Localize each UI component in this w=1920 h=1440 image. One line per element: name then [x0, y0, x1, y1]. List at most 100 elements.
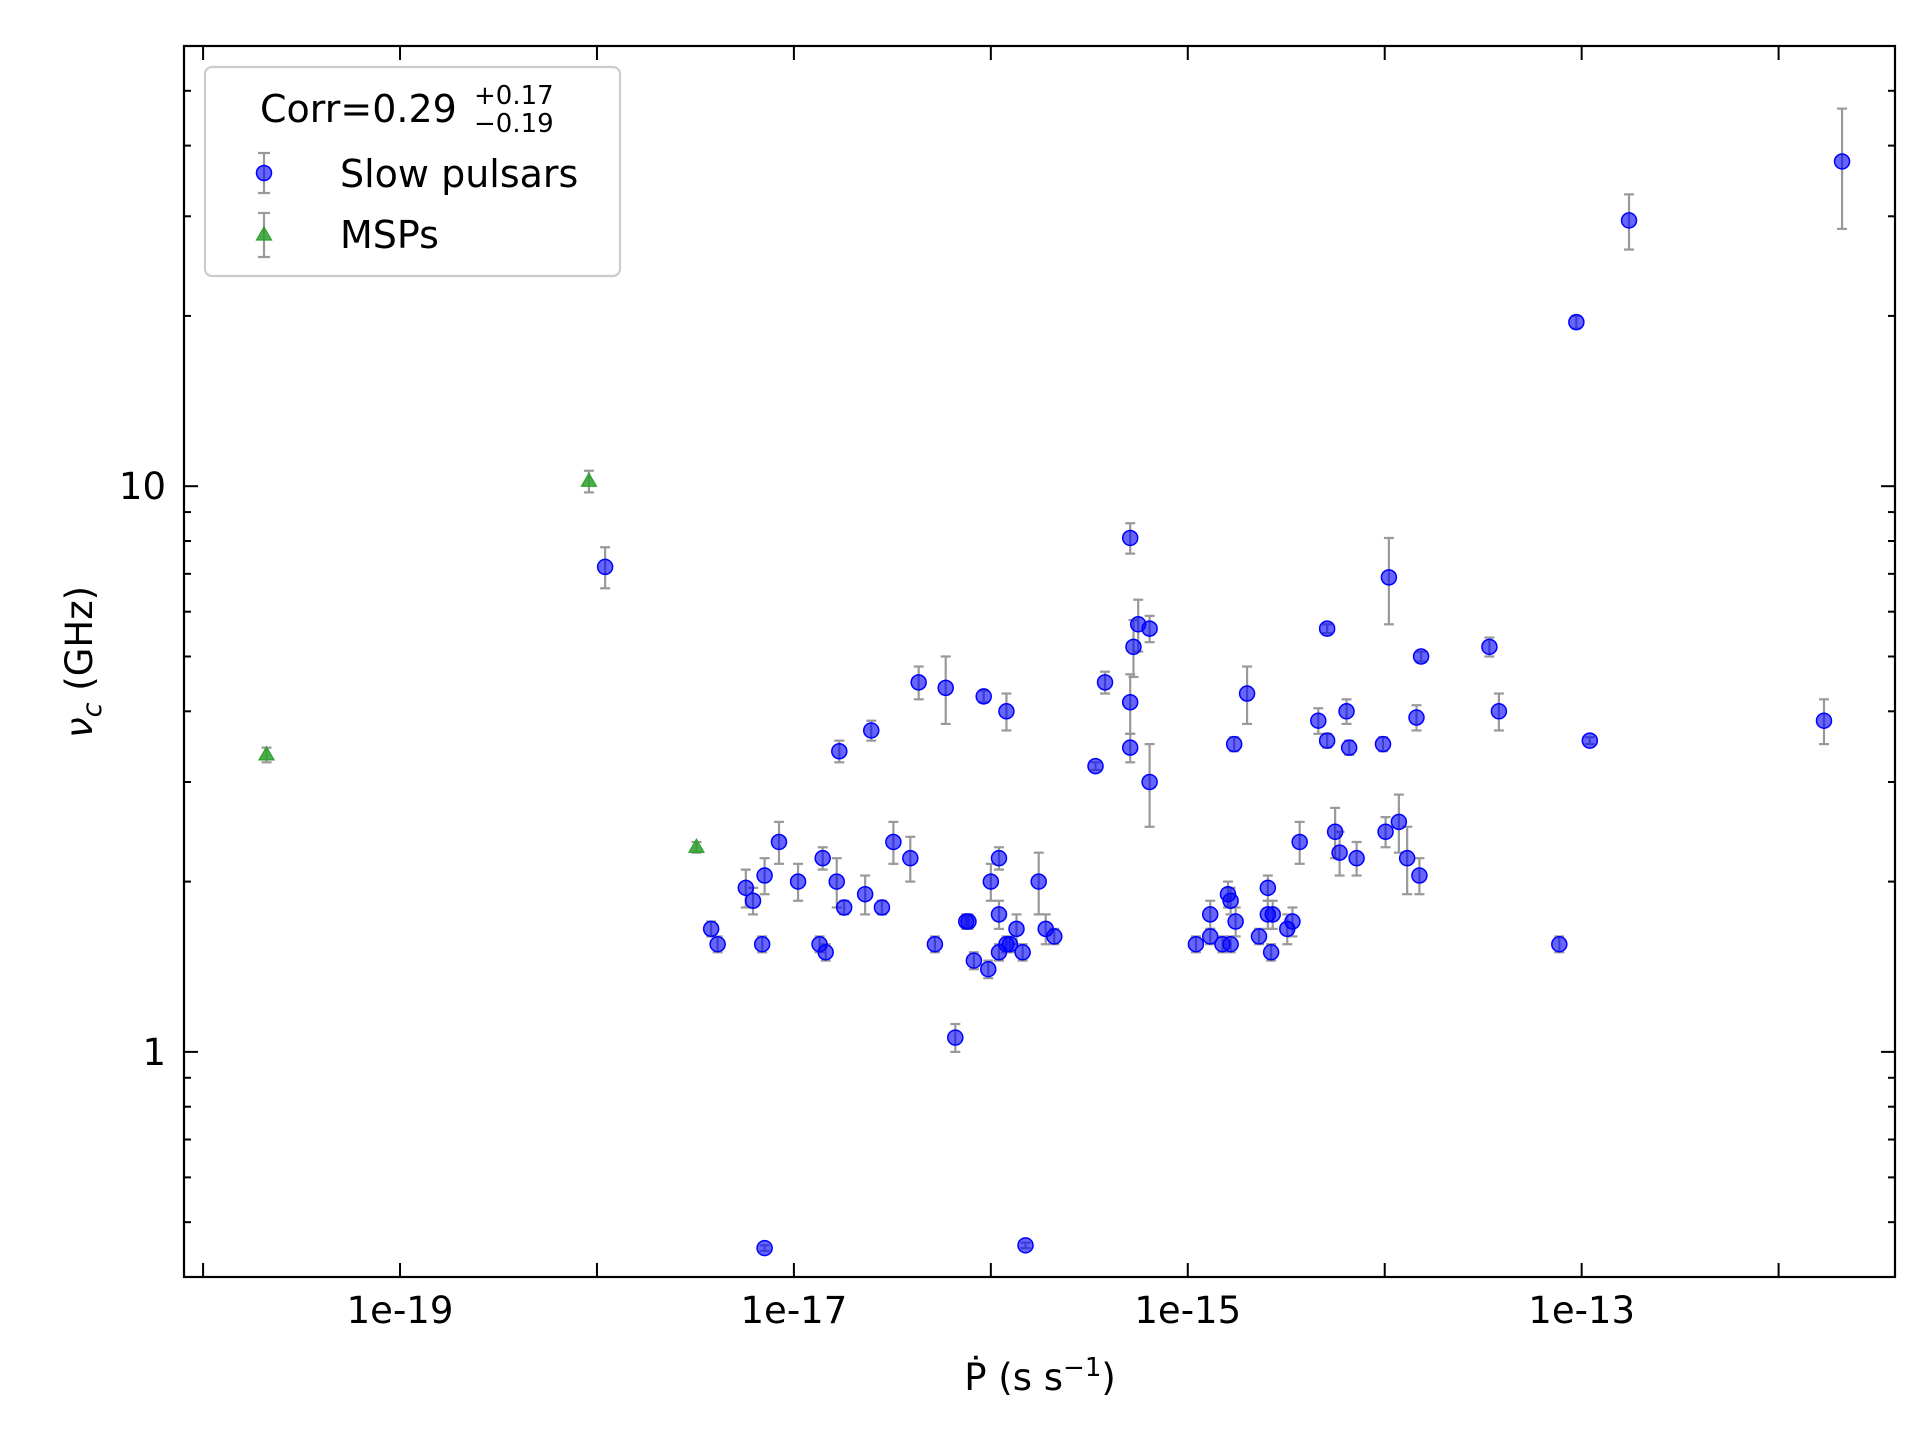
legend-marker-circle — [255, 164, 273, 182]
data-point-slow-pulsar — [1141, 620, 1158, 637]
data-point-slow-pulsar — [965, 952, 983, 969]
data-point-slow-pulsar — [1411, 867, 1428, 884]
data-point-slow-pulsar — [1214, 935, 1231, 953]
data-point-slow-pulsar — [737, 879, 755, 897]
legend: Corr=0.29 +0.17 −0.19 Slow pulsars MSPs — [203, 65, 622, 278]
data-point-slow-pulsar — [1490, 703, 1508, 720]
data-point-slow-pulsar — [1318, 620, 1336, 637]
data-point-slow-pulsar — [1096, 674, 1114, 691]
data-point-slow-pulsar — [753, 935, 771, 953]
data-point-slow-pulsar — [1262, 944, 1280, 961]
data-point-slow-pulsar — [835, 899, 853, 916]
data-point-slow-pulsar — [1238, 685, 1256, 702]
data-point-slow-pulsar — [1310, 712, 1327, 729]
data-point-slow-pulsar — [828, 873, 845, 890]
data-point-slow-pulsar — [873, 899, 891, 916]
data-point-slow-pulsar — [1030, 873, 1047, 890]
data-point-slow-pulsar — [998, 703, 1015, 720]
data-point-slow-pulsar — [1125, 638, 1142, 656]
data-point-slow-pulsar — [910, 674, 927, 691]
x-tick-label: 1e-17 — [741, 1289, 848, 1332]
data-point-slow-pulsar — [856, 885, 874, 903]
data-point-slow-pulsar — [1374, 735, 1392, 753]
data-point-slow-pulsar — [1326, 823, 1344, 840]
data-point-slow-pulsar — [1014, 944, 1031, 961]
legend-title-sup: +0.17 — [474, 81, 554, 111]
x-axis-label: Ṗ (s s−1) — [964, 1353, 1116, 1399]
data-point-slow-pulsar — [1187, 935, 1205, 953]
data-point-slow-pulsar — [1087, 757, 1104, 775]
data-point-slow-pulsar — [1390, 813, 1408, 831]
data-point-slow-pulsar — [709, 935, 726, 953]
data-point-slow-pulsar — [1833, 153, 1851, 170]
legend-title-sub: −0.19 — [474, 109, 554, 139]
data-point-slow-pulsar — [1284, 913, 1301, 930]
data-point-slow-pulsar — [756, 867, 773, 884]
legend-label-slow-pulsars: Slow pulsars — [340, 152, 578, 196]
data-point-slow-pulsar — [957, 913, 975, 930]
axis-ticks — [184, 45, 1895, 1278]
y-axis-label: νc (GHz) — [58, 586, 108, 738]
legend-entry-msps: MSPs — [255, 211, 439, 259]
data-point-slow-pulsar — [1264, 906, 1281, 923]
data-point-slow-pulsar — [596, 558, 614, 576]
data-point-msp — [580, 472, 598, 487]
legend-title: Corr=0.29 — [260, 87, 457, 131]
data-point-slow-pulsar — [1121, 529, 1139, 547]
data-point-slow-pulsar — [1338, 703, 1355, 720]
data-point-slow-pulsar — [1227, 913, 1244, 930]
data-point-slow-pulsar — [979, 960, 997, 978]
data-point-slow-pulsar — [1412, 648, 1430, 665]
data-point-slow-pulsar — [1121, 694, 1139, 711]
data-point-slow-pulsar — [1568, 313, 1585, 331]
plot-frame — [182, 44, 1897, 1279]
x-tick-label: 1e-13 — [1528, 1289, 1635, 1332]
data-point-slow-pulsar — [1581, 732, 1599, 749]
data-point-slow-pulsar — [862, 722, 880, 739]
data-point-slow-pulsar — [990, 906, 1008, 923]
data-point-slow-pulsar — [1815, 712, 1833, 729]
data-point-slow-pulsar — [1408, 709, 1425, 726]
data-point-msp — [258, 745, 276, 761]
legend-marker-triangle — [255, 225, 273, 241]
x-tick-label: 1e-19 — [347, 1289, 454, 1332]
data-point-slow-pulsar — [1001, 935, 1019, 953]
legend-box — [203, 65, 622, 278]
data-point-slow-pulsar — [702, 920, 720, 938]
data-point-slow-pulsar — [1222, 892, 1239, 910]
data-point-slow-pulsar — [1201, 906, 1219, 923]
data-point-slow-pulsar — [902, 849, 919, 867]
data-point-slow-pulsar — [1398, 849, 1416, 867]
data-point-slow-pulsar — [982, 873, 1000, 890]
data-point-slow-pulsar — [1259, 879, 1277, 897]
y-tick-label: 1 — [142, 1031, 166, 1074]
data-point-slow-pulsar — [1121, 739, 1139, 756]
data-point-slow-pulsar — [1377, 823, 1394, 840]
data-point-slow-pulsar — [817, 944, 834, 961]
data-point-slow-pulsar — [789, 873, 807, 890]
data-markers — [258, 153, 1851, 1257]
data-point-msp — [687, 838, 705, 853]
data-point-slow-pulsar — [1201, 928, 1219, 945]
data-point-slow-pulsar — [1250, 928, 1268, 945]
data-point-slow-pulsar — [814, 849, 831, 867]
data-point-slow-pulsar — [1017, 1237, 1034, 1254]
data-point-slow-pulsar — [885, 833, 902, 851]
legend-label-msps: MSPs — [340, 213, 439, 257]
data-point-slow-pulsar — [1380, 569, 1398, 586]
data-point-slow-pulsar — [1481, 638, 1498, 656]
data-point-slow-pulsar — [975, 688, 992, 705]
data-point-slow-pulsar — [990, 849, 1008, 867]
data-point-slow-pulsar — [926, 935, 944, 953]
data-point-slow-pulsar — [937, 679, 954, 697]
data-point-slow-pulsar — [770, 833, 788, 851]
data-point-slow-pulsar — [1008, 920, 1025, 938]
y-tick-label: 10 — [119, 465, 166, 508]
data-point-slow-pulsar — [1046, 928, 1063, 945]
data-point-slow-pulsar — [1291, 833, 1308, 851]
error-bars — [261, 107, 1848, 1252]
data-point-slow-pulsar — [1620, 212, 1638, 229]
data-point-slow-pulsar — [1141, 773, 1158, 791]
data-point-slow-pulsar — [1551, 935, 1568, 953]
